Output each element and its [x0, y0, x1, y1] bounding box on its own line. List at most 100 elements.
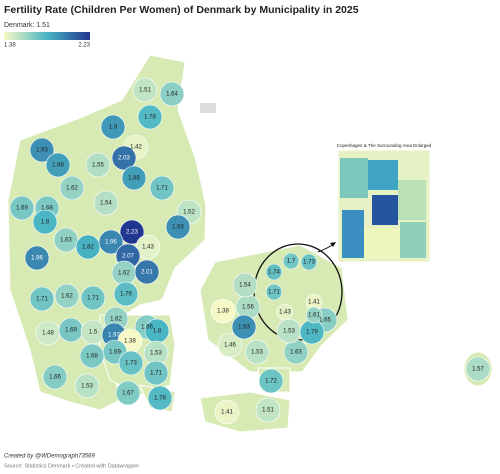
value-label: 1.73: [125, 361, 137, 367]
value-label: 1.78: [144, 115, 156, 121]
value-label: 1.51: [139, 88, 151, 94]
value-label: 1.9: [109, 125, 118, 131]
value-label: 1.8: [41, 220, 50, 226]
municipality: [165, 214, 191, 240]
municipality: [149, 175, 175, 201]
legend-max: 2.23: [78, 43, 90, 49]
municipality: [113, 281, 139, 307]
municipality: [85, 152, 111, 178]
value-label: 1.53: [81, 384, 93, 390]
source: Source: Statistics Denmark • Created wit…: [4, 463, 139, 469]
municipality: [29, 286, 55, 312]
value-label: 1.62: [110, 317, 122, 323]
value-label: 1.66: [49, 375, 61, 381]
value-label: 1.57: [472, 367, 484, 373]
value-label: 1.71: [156, 186, 168, 192]
value-label: 1.62: [66, 186, 78, 192]
value-label: 1.41: [221, 410, 233, 416]
value-label: 1.7: [287, 259, 296, 265]
value-label: 1.97: [108, 333, 120, 339]
inset-region: [340, 158, 368, 198]
value-label: 1.62: [61, 294, 73, 300]
inset-region: [398, 180, 426, 220]
value-label: 1.54: [100, 201, 112, 207]
municipality: [119, 219, 145, 245]
municipality: [210, 298, 236, 324]
municipality: [159, 81, 185, 107]
municipality: [214, 399, 240, 425]
municipality: [137, 104, 163, 130]
value-label: 1.43: [142, 245, 154, 251]
value-label: 1.93: [172, 225, 184, 231]
credit: Created by @WDemograph73569: [4, 454, 95, 460]
municipality: [282, 252, 300, 270]
inset-region: [342, 210, 364, 258]
value-label: 1.71: [150, 371, 162, 377]
value-label: 1.72: [265, 379, 277, 385]
value-label: 1.53: [251, 350, 263, 356]
municipality: [231, 314, 257, 340]
value-label: 1.74: [268, 270, 280, 276]
municipality: [134, 259, 160, 285]
value-label: 1.68: [41, 206, 53, 212]
inset-region: [400, 222, 426, 258]
municipality: [45, 152, 71, 178]
value-label: 1.69: [109, 350, 121, 356]
value-label: 1.69: [16, 206, 28, 212]
value-label: 1.71: [87, 296, 99, 302]
municipality: [244, 339, 270, 365]
value-label: 1.54: [239, 283, 251, 289]
municipality: [54, 283, 80, 309]
value-label: 1.66: [141, 325, 153, 331]
inset-region: [364, 228, 400, 258]
value-label: 1.93: [238, 325, 250, 331]
value-label: 1.79: [306, 330, 318, 336]
municipality: [265, 283, 283, 301]
value-label: 1.65: [319, 318, 331, 324]
municipality: [232, 272, 258, 298]
value-label: 1.69: [65, 328, 77, 334]
value-label: 1.82: [82, 245, 94, 251]
value-label: 1.71: [36, 297, 48, 303]
value-label: 1.73: [303, 260, 315, 266]
legend-min: 1.38: [4, 43, 16, 49]
municipality: [29, 137, 55, 163]
sea-island: [200, 103, 216, 113]
municipality: [465, 356, 491, 382]
municipality: [74, 373, 100, 399]
value-label: 2.23: [126, 230, 138, 236]
value-label: 2.07: [122, 254, 134, 260]
municipality: [147, 385, 173, 411]
municipality: [100, 114, 126, 140]
value-label: 1.88: [52, 163, 64, 169]
municipality: [132, 77, 158, 103]
legend-bar: [4, 32, 90, 40]
arrow: [317, 243, 335, 253]
municipality: [276, 303, 294, 321]
value-label: 2.01: [141, 270, 153, 276]
value-label: 1.41: [308, 300, 320, 306]
municipality: [9, 195, 35, 221]
value-label: 1.68: [86, 354, 98, 360]
value-label: 1.38: [217, 309, 229, 315]
inset-regions: [340, 158, 426, 258]
value-label: 1.67: [122, 391, 134, 397]
municipality: [217, 332, 243, 358]
value-label: 1.71: [268, 290, 280, 296]
title: Fertility Rate (Children Per Women) of D…: [4, 4, 359, 16]
municipality: [59, 175, 85, 201]
municipality: [42, 364, 68, 390]
value-label: 1.43: [279, 310, 291, 316]
municipality: [265, 263, 283, 281]
regions: 1.51 1.64 1.78 1.9 1.93 1.422.03 1.88 1.55 1.88 1…: [9, 77, 491, 425]
municipality: [115, 380, 141, 406]
municipality: [305, 306, 323, 324]
value-label: 2.03: [118, 156, 130, 162]
value-label: 1.78: [154, 396, 166, 402]
value-label: 1.88: [128, 176, 140, 182]
inset-region: [368, 160, 398, 190]
value-label: 1.53: [150, 351, 162, 357]
value-label: 1.38: [124, 339, 136, 345]
municipality: [79, 343, 105, 369]
